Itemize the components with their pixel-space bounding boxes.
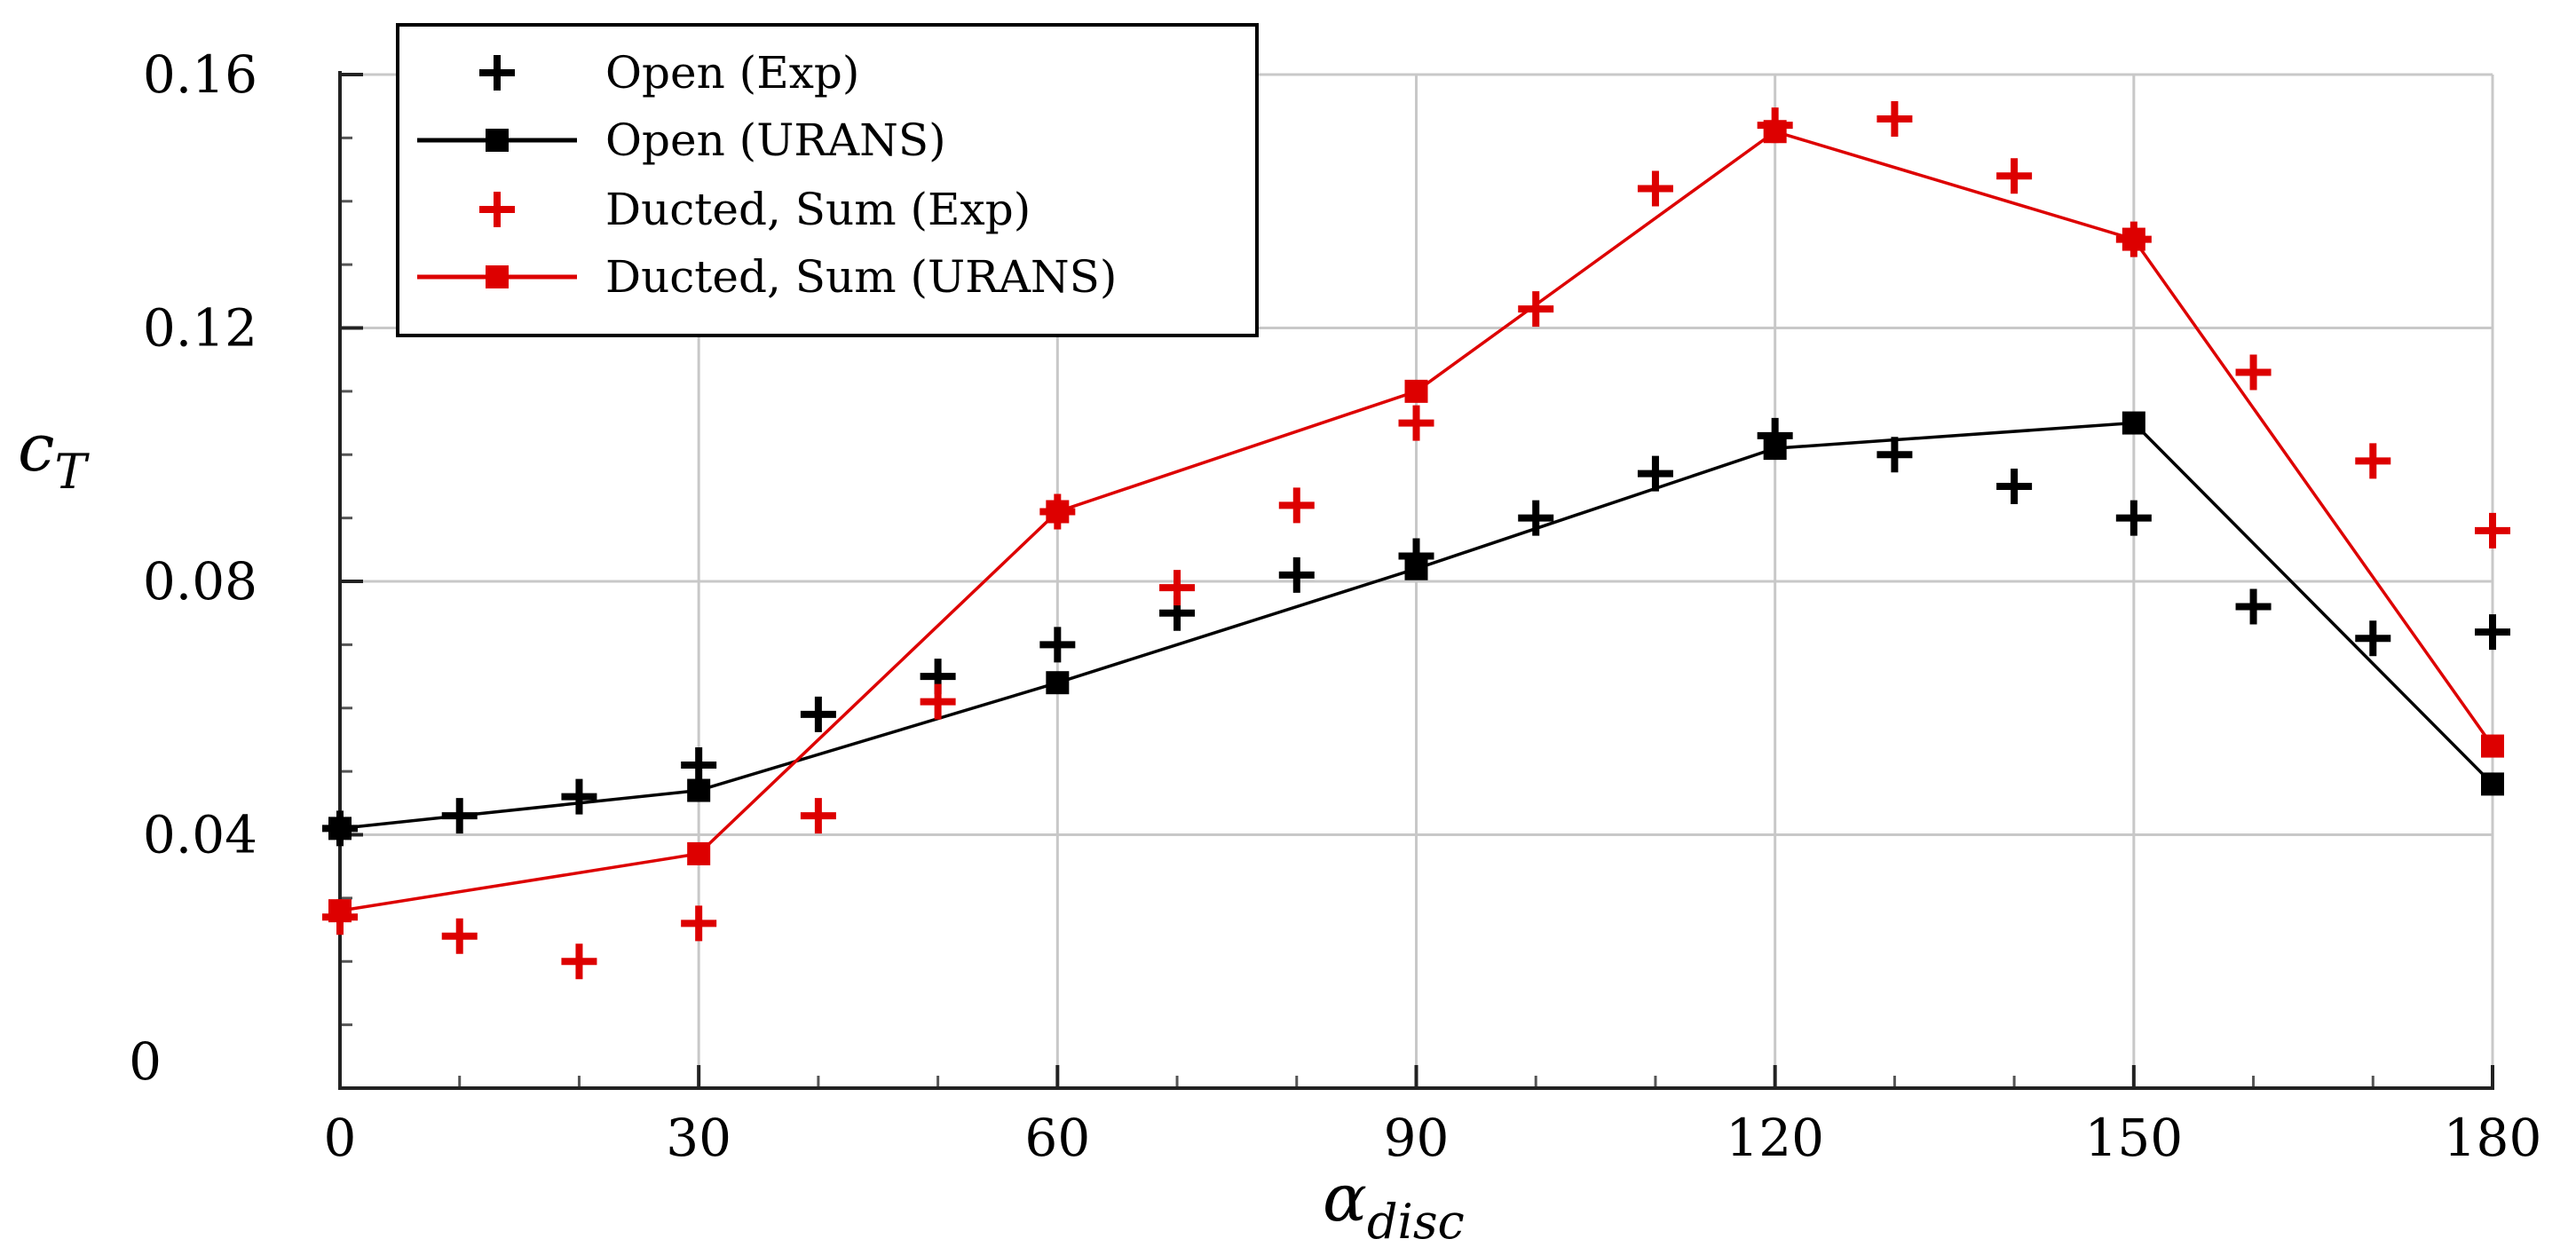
series-1: [328, 411, 2504, 841]
data-point-square: [1046, 671, 1070, 695]
y-tick-label: 0: [129, 1031, 162, 1092]
x-tick-label: 90: [1384, 1108, 1450, 1168]
x-tick-label: 150: [2084, 1108, 2183, 1168]
data-point-plus: [1637, 170, 1673, 207]
legend-marker-plus: [479, 55, 515, 91]
data-point-plus: [681, 905, 717, 942]
data-point-square: [1046, 500, 1070, 524]
data-point-square: [328, 817, 352, 841]
x-tick-label: 30: [666, 1108, 731, 1168]
data-point-plus: [1278, 556, 1315, 593]
data-point-square: [2122, 227, 2145, 251]
data-point-square: [2481, 734, 2504, 758]
data-point-square: [2481, 772, 2504, 796]
data-point-plus: [1278, 487, 1315, 524]
data-point-plus: [1996, 468, 2033, 504]
y-axis-title-base: c: [18, 410, 54, 486]
data-point-plus: [561, 943, 597, 980]
legend-label: Ducted, Sum (URANS): [605, 251, 1117, 303]
y-tick-label: 0.12: [143, 298, 257, 359]
series-2: [322, 100, 2510, 980]
data-point-plus: [2235, 588, 2272, 625]
data-point-plus: [1877, 100, 1913, 137]
data-point-square: [687, 841, 711, 865]
minor-ticks: [340, 136, 2375, 1088]
data-point-plus: [681, 746, 717, 783]
data-point-square: [1763, 437, 1787, 461]
data-point-square: [687, 778, 711, 802]
tick-labels: 0 30 60 90 120 150 180 0 0.04 0.08 0.12 0.16: [129, 44, 2541, 1168]
legend-marker-plus: [479, 192, 515, 227]
legend-entry: Ducted, Sum (Exp): [479, 184, 1031, 235]
data-point-square: [1404, 379, 1428, 403]
data-point-square: [2122, 411, 2145, 435]
x-tick-label: 0: [324, 1108, 357, 1168]
legend-label: Open (Exp): [605, 47, 859, 99]
data-point-square: [328, 899, 352, 923]
data-point-plus: [2475, 614, 2510, 651]
data-point-plus: [920, 683, 956, 720]
y-tick-label: 0.04: [143, 805, 257, 865]
x-tick-label: 60: [1024, 1108, 1090, 1168]
data-point-plus: [2115, 500, 2152, 536]
data-point-square: [1404, 556, 1428, 580]
data-point-plus: [800, 798, 836, 834]
legend-entry: Ducted, Sum (URANS): [417, 251, 1117, 303]
data-point-plus: [561, 778, 597, 815]
series-3: [328, 120, 2504, 923]
y-axis-title: cT: [18, 410, 90, 500]
legend-entries: Open (Exp) Open (URANS) Ducted, Sum (Exp) D…: [417, 47, 1117, 303]
data-point-plus: [2355, 620, 2391, 657]
x-axis-title-base: α: [1323, 1160, 1367, 1236]
data-point-plus: [441, 918, 478, 954]
legend-marker-square: [486, 265, 509, 288]
data-point-plus: [800, 696, 836, 732]
data-point-plus: [1039, 627, 1076, 663]
data-point-plus: [1637, 455, 1673, 492]
x-axis-title-sub: disc: [1367, 1194, 1465, 1250]
data-point-square: [1763, 120, 1787, 144]
y-tick-label: 0.08: [143, 551, 257, 612]
data-point-plus: [1398, 405, 1434, 441]
legend-box: [396, 23, 1259, 337]
data-point-plus: [2235, 354, 2272, 391]
y-axis-title-sub: T: [54, 444, 90, 500]
legend-marker-square: [486, 129, 509, 152]
data-point-plus: [1518, 291, 1554, 328]
legend-label: Ducted, Sum (Exp): [605, 184, 1031, 235]
y-tick-label: 0.16: [143, 44, 257, 105]
data-point-plus: [1996, 158, 2033, 194]
x-axis-title: αdisc: [1323, 1160, 1465, 1250]
legend-entry: Open (URANS): [417, 114, 946, 166]
x-tick-label: 180: [2444, 1108, 2542, 1168]
legend-label: Open (URANS): [605, 114, 946, 166]
data-point-plus: [2475, 512, 2510, 549]
data-point-plus: [2355, 443, 2391, 479]
x-tick-label: 120: [1726, 1108, 1824, 1168]
data-point-plus: [1877, 437, 1913, 473]
data-point-plus: [1159, 570, 1196, 606]
legend-entry: Open (Exp): [479, 47, 859, 99]
legend: Open (Exp) Open (URANS) Ducted, Sum (Exp) D…: [396, 23, 1259, 337]
series: [322, 100, 2510, 980]
